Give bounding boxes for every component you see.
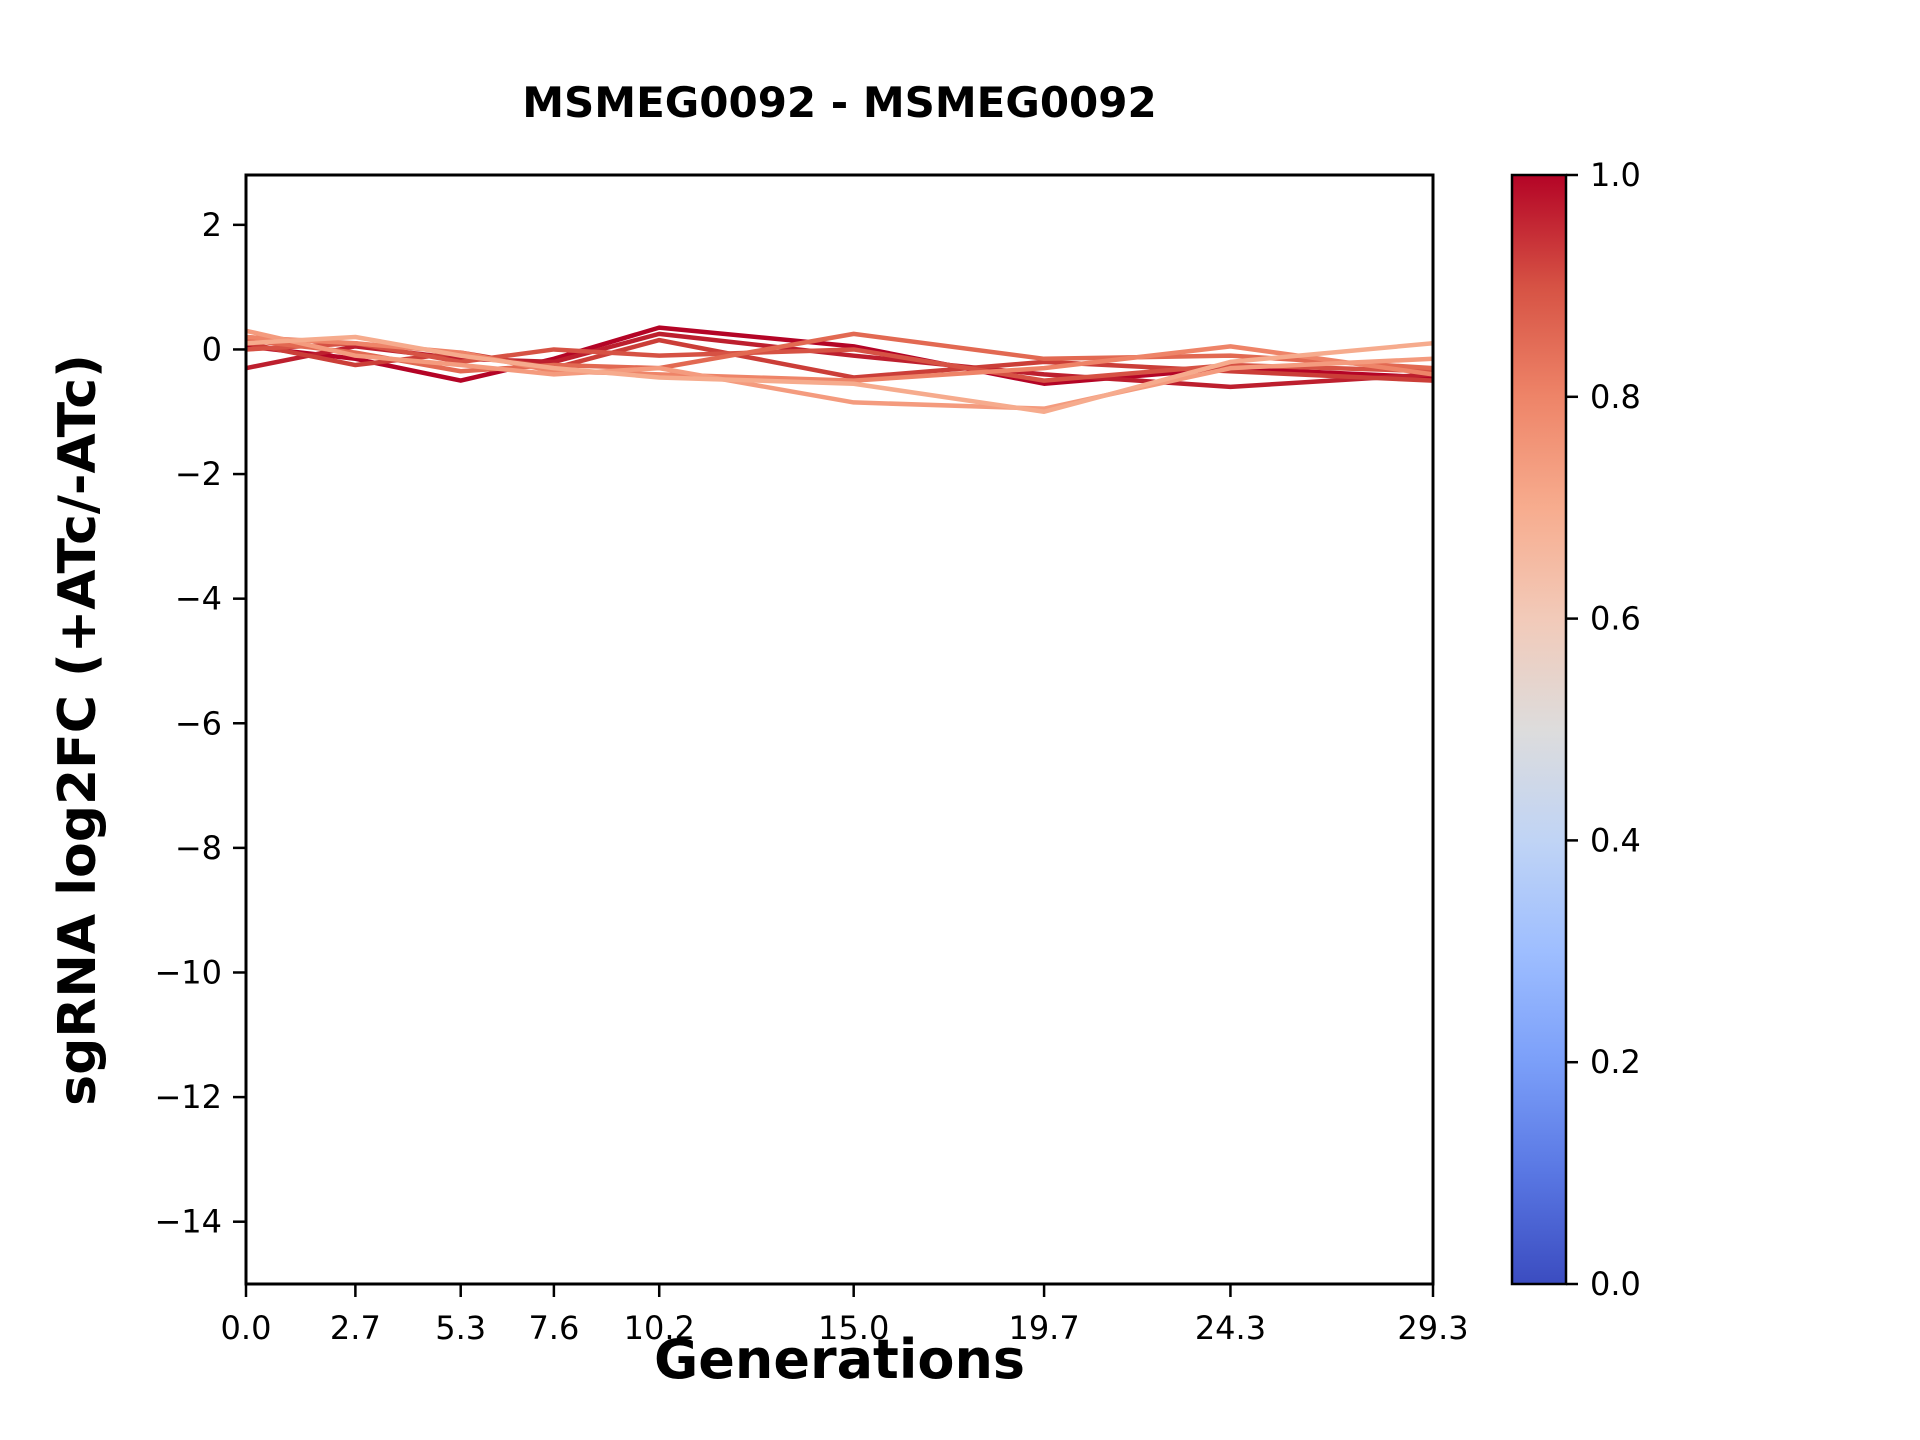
y-tick-label: −6 [175, 704, 222, 742]
colorbar-tick-label: 0.8 [1590, 378, 1641, 416]
chart-title: MSMEG0092 - MSMEG0092 [522, 78, 1157, 127]
colorbar-gradient [1510, 173, 1568, 1286]
x-tick-label: 5.3 [435, 1309, 486, 1347]
x-tick-label: 29.3 [1397, 1309, 1468, 1347]
y-tick-label: −12 [154, 1078, 222, 1116]
x-axis-ticks: 0.0 2.7 5.3 7.6 10.2 15.0 19.7 24.3 29.3 [221, 1284, 1469, 1347]
colorbar: 0.0 0.2 0.4 0.6 0.8 1.0 [1510, 156, 1641, 1303]
series-line [246, 325, 1433, 386]
series-lines [246, 325, 1433, 415]
colorbar-tick-label: 0.6 [1590, 600, 1641, 638]
colorbar-tick-label: 0.0 [1590, 1265, 1641, 1303]
x-tick-label: 10.2 [624, 1309, 695, 1347]
x-tick-label: 24.3 [1195, 1309, 1266, 1347]
y-tick-label: −8 [175, 829, 222, 867]
y-tick-label: 0 [202, 330, 222, 368]
series-line [246, 334, 1433, 383]
y-axis-ticks: 2 0 −2 −4 −6 −8 −10 −12 −14 [154, 206, 246, 1241]
colorbar-tick-label: 0.2 [1590, 1043, 1641, 1081]
colorbar-tick-label: 0.4 [1590, 821, 1641, 859]
series-line [246, 334, 1433, 415]
axes-frame [244, 173, 1435, 1286]
x-tick-label: 0.0 [221, 1309, 272, 1347]
x-tick-label: 19.7 [1008, 1309, 1079, 1347]
x-tick-label: 7.6 [528, 1309, 579, 1347]
x-axis-title: Generations [653, 1328, 1026, 1391]
x-tick-label: 2.7 [330, 1309, 381, 1347]
y-tick-label: 2 [202, 206, 222, 244]
x-tick-label: 15.0 [818, 1309, 889, 1347]
y-tick-label: −10 [154, 953, 222, 991]
y-tick-label: −2 [175, 455, 222, 493]
colorbar-tick-label: 1.0 [1590, 156, 1641, 194]
series-line [246, 328, 1433, 411]
y-tick-label: −14 [154, 1203, 222, 1241]
y-tick-label: −4 [175, 580, 222, 618]
series-line [246, 340, 1433, 383]
